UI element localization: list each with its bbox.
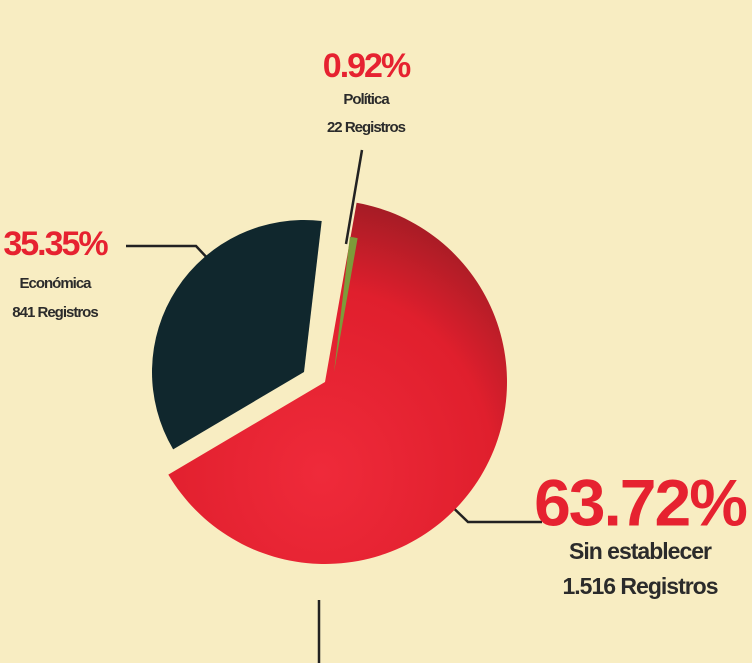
pie-slice: [168, 202, 507, 564]
value-label: 35.35%: [3, 225, 108, 263]
record-label: 841 Registros: [12, 304, 98, 321]
record-label: 1.516 Registros: [562, 573, 717, 599]
value-label: 63.72%: [534, 465, 746, 539]
value-label: 0.92%: [323, 47, 411, 85]
record-label: 22 Registros: [327, 119, 406, 136]
pie-slice: [151, 219, 322, 450]
category-label: Sin establecer: [569, 538, 712, 564]
leader-line: [344, 149, 364, 245]
category-label: Económica: [19, 275, 92, 292]
category-label: Política: [343, 91, 390, 108]
pie-slice: [334, 236, 358, 372]
